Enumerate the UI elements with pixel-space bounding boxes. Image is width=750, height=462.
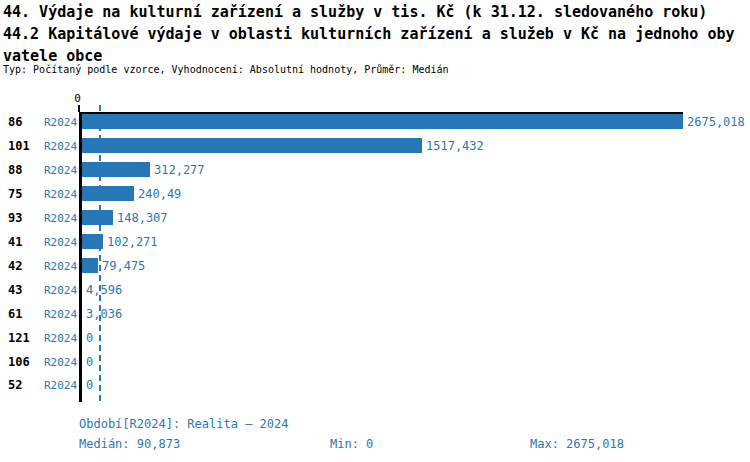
value-label: 0 <box>86 355 93 369</box>
footer-max-label: Max: 2675,018 <box>530 437 624 451</box>
axis-vertical-line <box>79 112 82 402</box>
category-label: 101 <box>8 139 30 153</box>
value-label: 0 <box>86 331 93 345</box>
chart-meta-line: Typ: Počítaný podle vzorce, Vyhodnocení:… <box>3 63 449 77</box>
series-label: R2024 <box>44 332 77 345</box>
chart-title-line1: 44. Výdaje na kulturní zařízení a služby… <box>3 1 707 23</box>
value-label: 148,307 <box>117 211 168 225</box>
series-label: R2024 <box>44 260 77 273</box>
bar <box>82 234 103 249</box>
series-label: R2024 <box>44 164 77 177</box>
footer-median-label: Medián: 90,873 <box>79 437 180 451</box>
bar <box>82 114 683 129</box>
footer-min-label: Min: 0 <box>330 437 373 451</box>
value-label: 240,49 <box>138 187 181 201</box>
footer-period-label: Období[R2024]: Realita – 2024 <box>79 417 289 431</box>
category-label: 88 <box>8 163 22 177</box>
value-label: 3,036 <box>86 307 122 321</box>
bar <box>82 186 134 201</box>
series-label: R2024 <box>44 212 77 225</box>
value-label: 1517,432 <box>426 139 484 153</box>
value-label: 312,277 <box>154 163 205 177</box>
category-label: 75 <box>8 187 22 201</box>
bar <box>82 162 150 177</box>
value-label: 0 <box>86 378 93 392</box>
category-label: 43 <box>8 283 22 297</box>
value-label: 102,271 <box>107 235 158 249</box>
category-label: 93 <box>8 211 22 225</box>
category-label: 121 <box>8 331 30 345</box>
series-label: R2024 <box>44 236 77 249</box>
bar <box>82 210 113 225</box>
value-label: 79,475 <box>102 259 145 273</box>
chart-title-line2: 44.2 Kapitálové výdaje v oblasti kulturn… <box>3 23 735 45</box>
category-label: 86 <box>8 115 22 129</box>
series-label: R2024 <box>44 356 77 369</box>
category-label: 61 <box>8 307 22 321</box>
category-label: 52 <box>8 378 22 392</box>
value-label: 4,596 <box>86 283 122 297</box>
series-label: R2024 <box>44 116 77 129</box>
value-label: 2675,018 <box>687 115 745 129</box>
series-label: R2024 <box>44 284 77 297</box>
axis-zero-label: 0 <box>70 93 85 105</box>
series-label: R2024 <box>44 308 77 321</box>
category-label: 106 <box>8 355 30 369</box>
category-label: 42 <box>8 259 22 273</box>
series-label: R2024 <box>44 188 77 201</box>
category-label: 41 <box>8 235 22 249</box>
series-label: R2024 <box>44 140 77 153</box>
bar <box>82 138 422 153</box>
series-label: R2024 <box>44 379 77 392</box>
bar <box>82 258 98 273</box>
axis-zero-tick <box>78 105 80 112</box>
